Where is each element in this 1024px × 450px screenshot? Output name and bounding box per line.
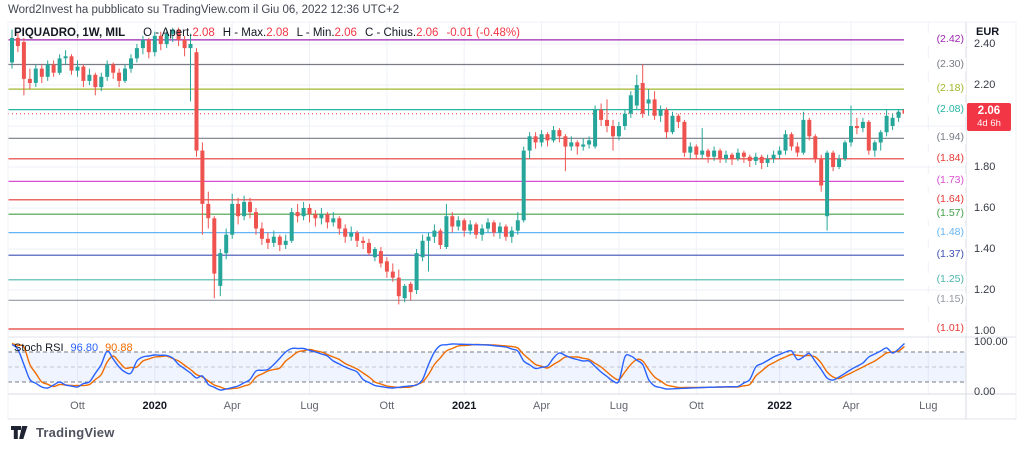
price-tick: 1.00 [974, 324, 996, 337]
last-price-badge: 2.06 4d 6h [967, 103, 1011, 131]
level-label-1.48[interactable]: (1.48) [904, 225, 966, 239]
stoch-d-value: 90.88 [105, 342, 133, 354]
time-label-Ott: Ott [70, 400, 85, 412]
tradingview-wordmark: TradingView [36, 425, 115, 440]
level-label-1.01[interactable]: (1.01) [904, 321, 966, 335]
low-label: L - Min. [296, 27, 335, 39]
indicator-legend[interactable]: Stoch RSI 96.80 90.88 [14, 342, 133, 354]
level-label-1.25[interactable]: (1.25) [904, 272, 966, 286]
stoch-k-line[interactable] [11, 342, 905, 391]
price-tick: 2.40 [974, 37, 996, 50]
symbol-legend[interactable]: PIQUADRO, 1W, MIL O - Apert.2.08 H - Max.2… [14, 27, 520, 39]
indicator-tick: 0.00 [974, 385, 996, 398]
high-value: 2.08 [266, 27, 289, 39]
open-value: 2.08 [192, 27, 215, 39]
indicator-name[interactable]: Stoch RSI [14, 342, 64, 354]
level-label-1.73[interactable]: (1.73) [904, 174, 966, 188]
level-label-2.3[interactable]: (2.30) [904, 57, 966, 71]
close-value: 2.06 [416, 27, 439, 39]
close-label: C - Chius. [364, 27, 417, 39]
price-axis-currency: EUR [976, 26, 1000, 38]
stoch-d-line[interactable] [11, 342, 905, 390]
last-price-value: 2.06 [977, 105, 1001, 117]
time-label-2020: 2020 [142, 400, 168, 412]
time-label-Apr: Apr [223, 400, 241, 412]
stoch-k-value: 96.80 [70, 342, 99, 354]
publish-header: Word2Invest ha pubblicato su TradingView… [8, 4, 400, 16]
tradingview-mark-icon [11, 426, 28, 439]
level-label-1.94[interactable]: (1.94) [904, 131, 966, 145]
time-label-Ott: Ott [379, 400, 395, 412]
time-label-Lug: Lug [919, 400, 938, 412]
level-label-2.08[interactable]: (2.08) [904, 102, 966, 116]
level-label-1.57[interactable]: (1.57) [904, 207, 966, 221]
level-label-1.84[interactable]: (1.84) [904, 151, 966, 165]
time-label-2021: 2021 [451, 400, 477, 412]
indicator-tick: 100.00 [974, 335, 1008, 348]
level-label-1.37[interactable]: (1.37) [904, 248, 966, 262]
open-label: O - Apert. [143, 27, 193, 39]
time-label-2022: 2022 [767, 400, 792, 412]
price-tick: 1.80 [974, 160, 996, 173]
time-label-Apr: Apr [842, 400, 860, 412]
time-label-Lug: Lug [300, 400, 319, 412]
time-label-Ott: Ott [688, 400, 704, 412]
change-value: -0.01 (-0.48%) [446, 27, 520, 39]
level-label-2.18[interactable]: (2.18) [904, 82, 966, 96]
time-label-Apr: Apr [533, 400, 551, 412]
price-tick: 2.20 [974, 78, 996, 91]
level-label-1.15[interactable]: (1.15) [904, 293, 966, 307]
bar-countdown: 4d 6h [977, 118, 1001, 129]
candlestick-series[interactable] [10, 27, 907, 305]
price-tick: 1.60 [974, 201, 996, 214]
price-tick: 1.40 [974, 242, 996, 255]
level-label-1.64[interactable]: (1.64) [904, 192, 966, 206]
low-value: 2.06 [334, 27, 357, 39]
tradingview-logo[interactable]: TradingView [10, 425, 115, 440]
price-tick: 1.20 [974, 283, 996, 296]
high-label: H - Max. [222, 27, 267, 39]
symbol-title[interactable]: PIQUADRO, 1W, MIL [14, 27, 126, 39]
level-label-2.42[interactable]: (2.42) [904, 32, 966, 46]
time-label-Lug: Lug [609, 400, 629, 412]
